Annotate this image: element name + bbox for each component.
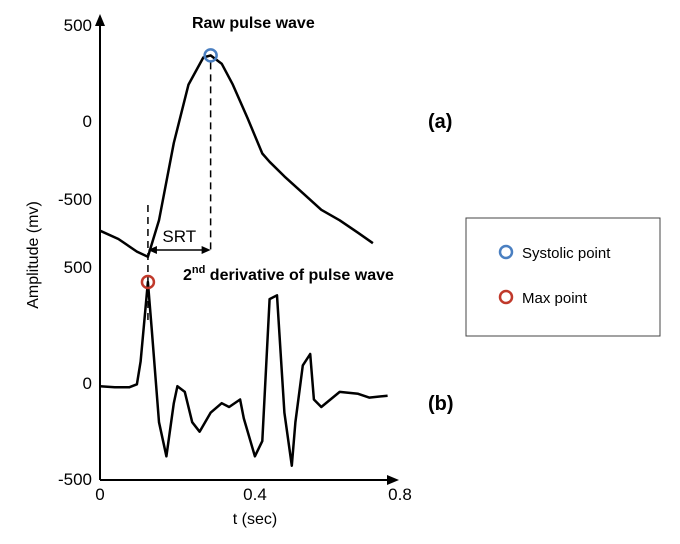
ytick-a-0: 500	[64, 16, 92, 35]
legend-systolic-label: Systolic point	[522, 245, 611, 262]
srt-arrowhead-right	[201, 246, 211, 254]
max-point-marker	[140, 274, 156, 290]
second-derivative-line	[99, 280, 388, 467]
systolic-point-marker	[203, 48, 218, 63]
srt-label: SRT	[162, 227, 196, 246]
xtick-0: 0	[95, 485, 104, 504]
xtick-2: 0.8	[388, 485, 412, 504]
legend-box	[465, 217, 661, 337]
x-axis-label: t (sec)	[233, 511, 277, 528]
srt-arrowhead-left	[147, 246, 157, 254]
panel-b-title-sup: nd	[192, 264, 205, 276]
legend-systolic-marker	[498, 244, 514, 260]
legend-max-marker	[498, 289, 514, 305]
panel-b-title-rest: derivative of pulse wave	[205, 267, 394, 284]
panel-b-label: (b)	[428, 393, 454, 415]
y-axis-label: Amplitude (mv)	[25, 201, 42, 309]
raw-pulse-wave-line	[99, 54, 374, 259]
ytick-a-1: 0	[83, 112, 92, 131]
x-axis-arrow	[387, 475, 399, 485]
ytick-b-2: -500	[58, 470, 92, 489]
y-axis-arrow	[95, 14, 105, 26]
panel-a-title: Raw pulse wave	[192, 15, 315, 32]
xtick-1: 0.4	[243, 485, 267, 504]
ytick-b-1: 0	[83, 374, 92, 393]
ytick-a-2: -500	[58, 190, 92, 209]
panel-b-title-main: 2	[183, 267, 192, 284]
ytick-b-0: 500	[64, 258, 92, 277]
legend-max-label: Max point	[522, 290, 588, 307]
panel-b-title: 2nd derivative of pulse wave	[183, 264, 394, 284]
panel-a-label: (a)	[428, 111, 452, 133]
